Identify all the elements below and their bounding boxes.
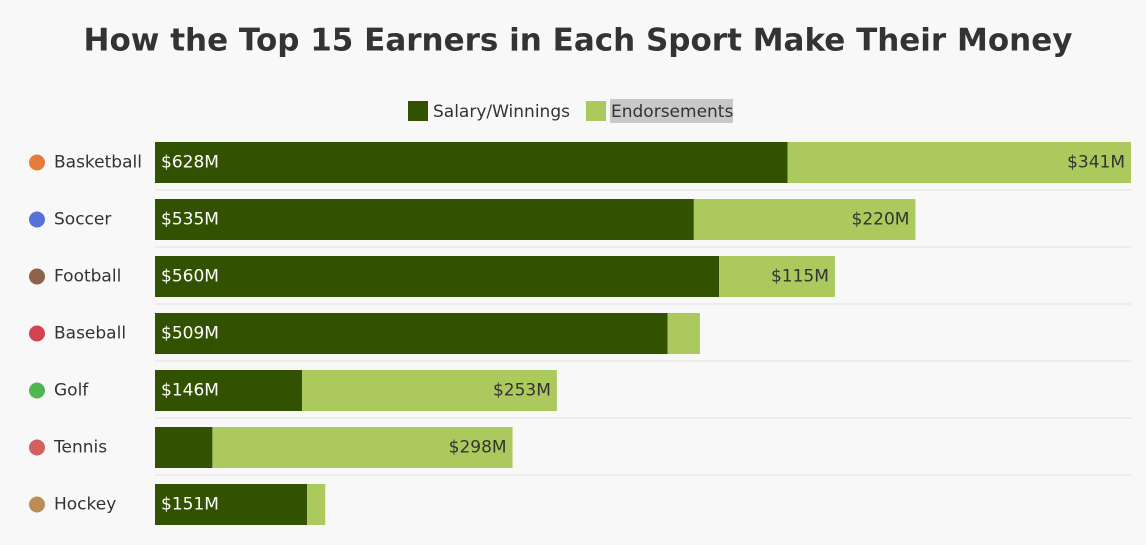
legend-swatch (586, 101, 606, 121)
category-icon (29, 325, 45, 342)
category-label: Soccer (54, 210, 111, 230)
category-icon (29, 496, 45, 513)
bar-segment (155, 313, 668, 354)
bar-segment (212, 427, 513, 468)
value-label: $628M (161, 153, 219, 173)
bar-segment (302, 370, 557, 411)
category-label: Basketball (54, 153, 142, 173)
chart-title: How the Top 15 Earners in Each Sport Mak… (84, 23, 1073, 59)
legend-label: Salary/Winnings (433, 102, 570, 122)
value-label: $298M (449, 438, 507, 458)
bar-segment (155, 142, 788, 183)
bar-segment (155, 256, 720, 297)
bar-segment (307, 484, 326, 525)
category-label: Baseball (54, 324, 126, 344)
category-icon (29, 439, 45, 456)
value-label: $509M (161, 324, 219, 344)
value-label: $146M (161, 381, 219, 401)
legend-label: Endorsements (611, 102, 733, 122)
category-label: Tennis (53, 438, 107, 458)
value-label: $115M (771, 267, 829, 287)
bar-segment (667, 313, 700, 354)
value-label: $560M (161, 267, 219, 287)
value-label: $341M (1067, 153, 1125, 173)
value-label: $220M (852, 210, 910, 230)
bar-segment (155, 199, 694, 240)
bar-segment (155, 484, 308, 525)
bar-segment (719, 256, 835, 297)
category-label: Golf (54, 381, 89, 401)
category-icon (29, 154, 45, 171)
category-icon (29, 382, 45, 399)
bar-segment (693, 199, 916, 240)
legend-highlight (610, 99, 733, 123)
category-icon (29, 268, 45, 285)
value-label: $253M (493, 381, 551, 401)
value-label: $535M (161, 210, 219, 230)
bar-segment (155, 427, 213, 468)
category-label: Football (54, 267, 121, 287)
category-icon (29, 211, 45, 228)
bar-segment (787, 142, 1131, 183)
legend-swatch (408, 101, 428, 121)
category-label: Hockey (54, 495, 116, 515)
bar-segment (155, 370, 303, 411)
value-label: $151M (161, 495, 219, 515)
